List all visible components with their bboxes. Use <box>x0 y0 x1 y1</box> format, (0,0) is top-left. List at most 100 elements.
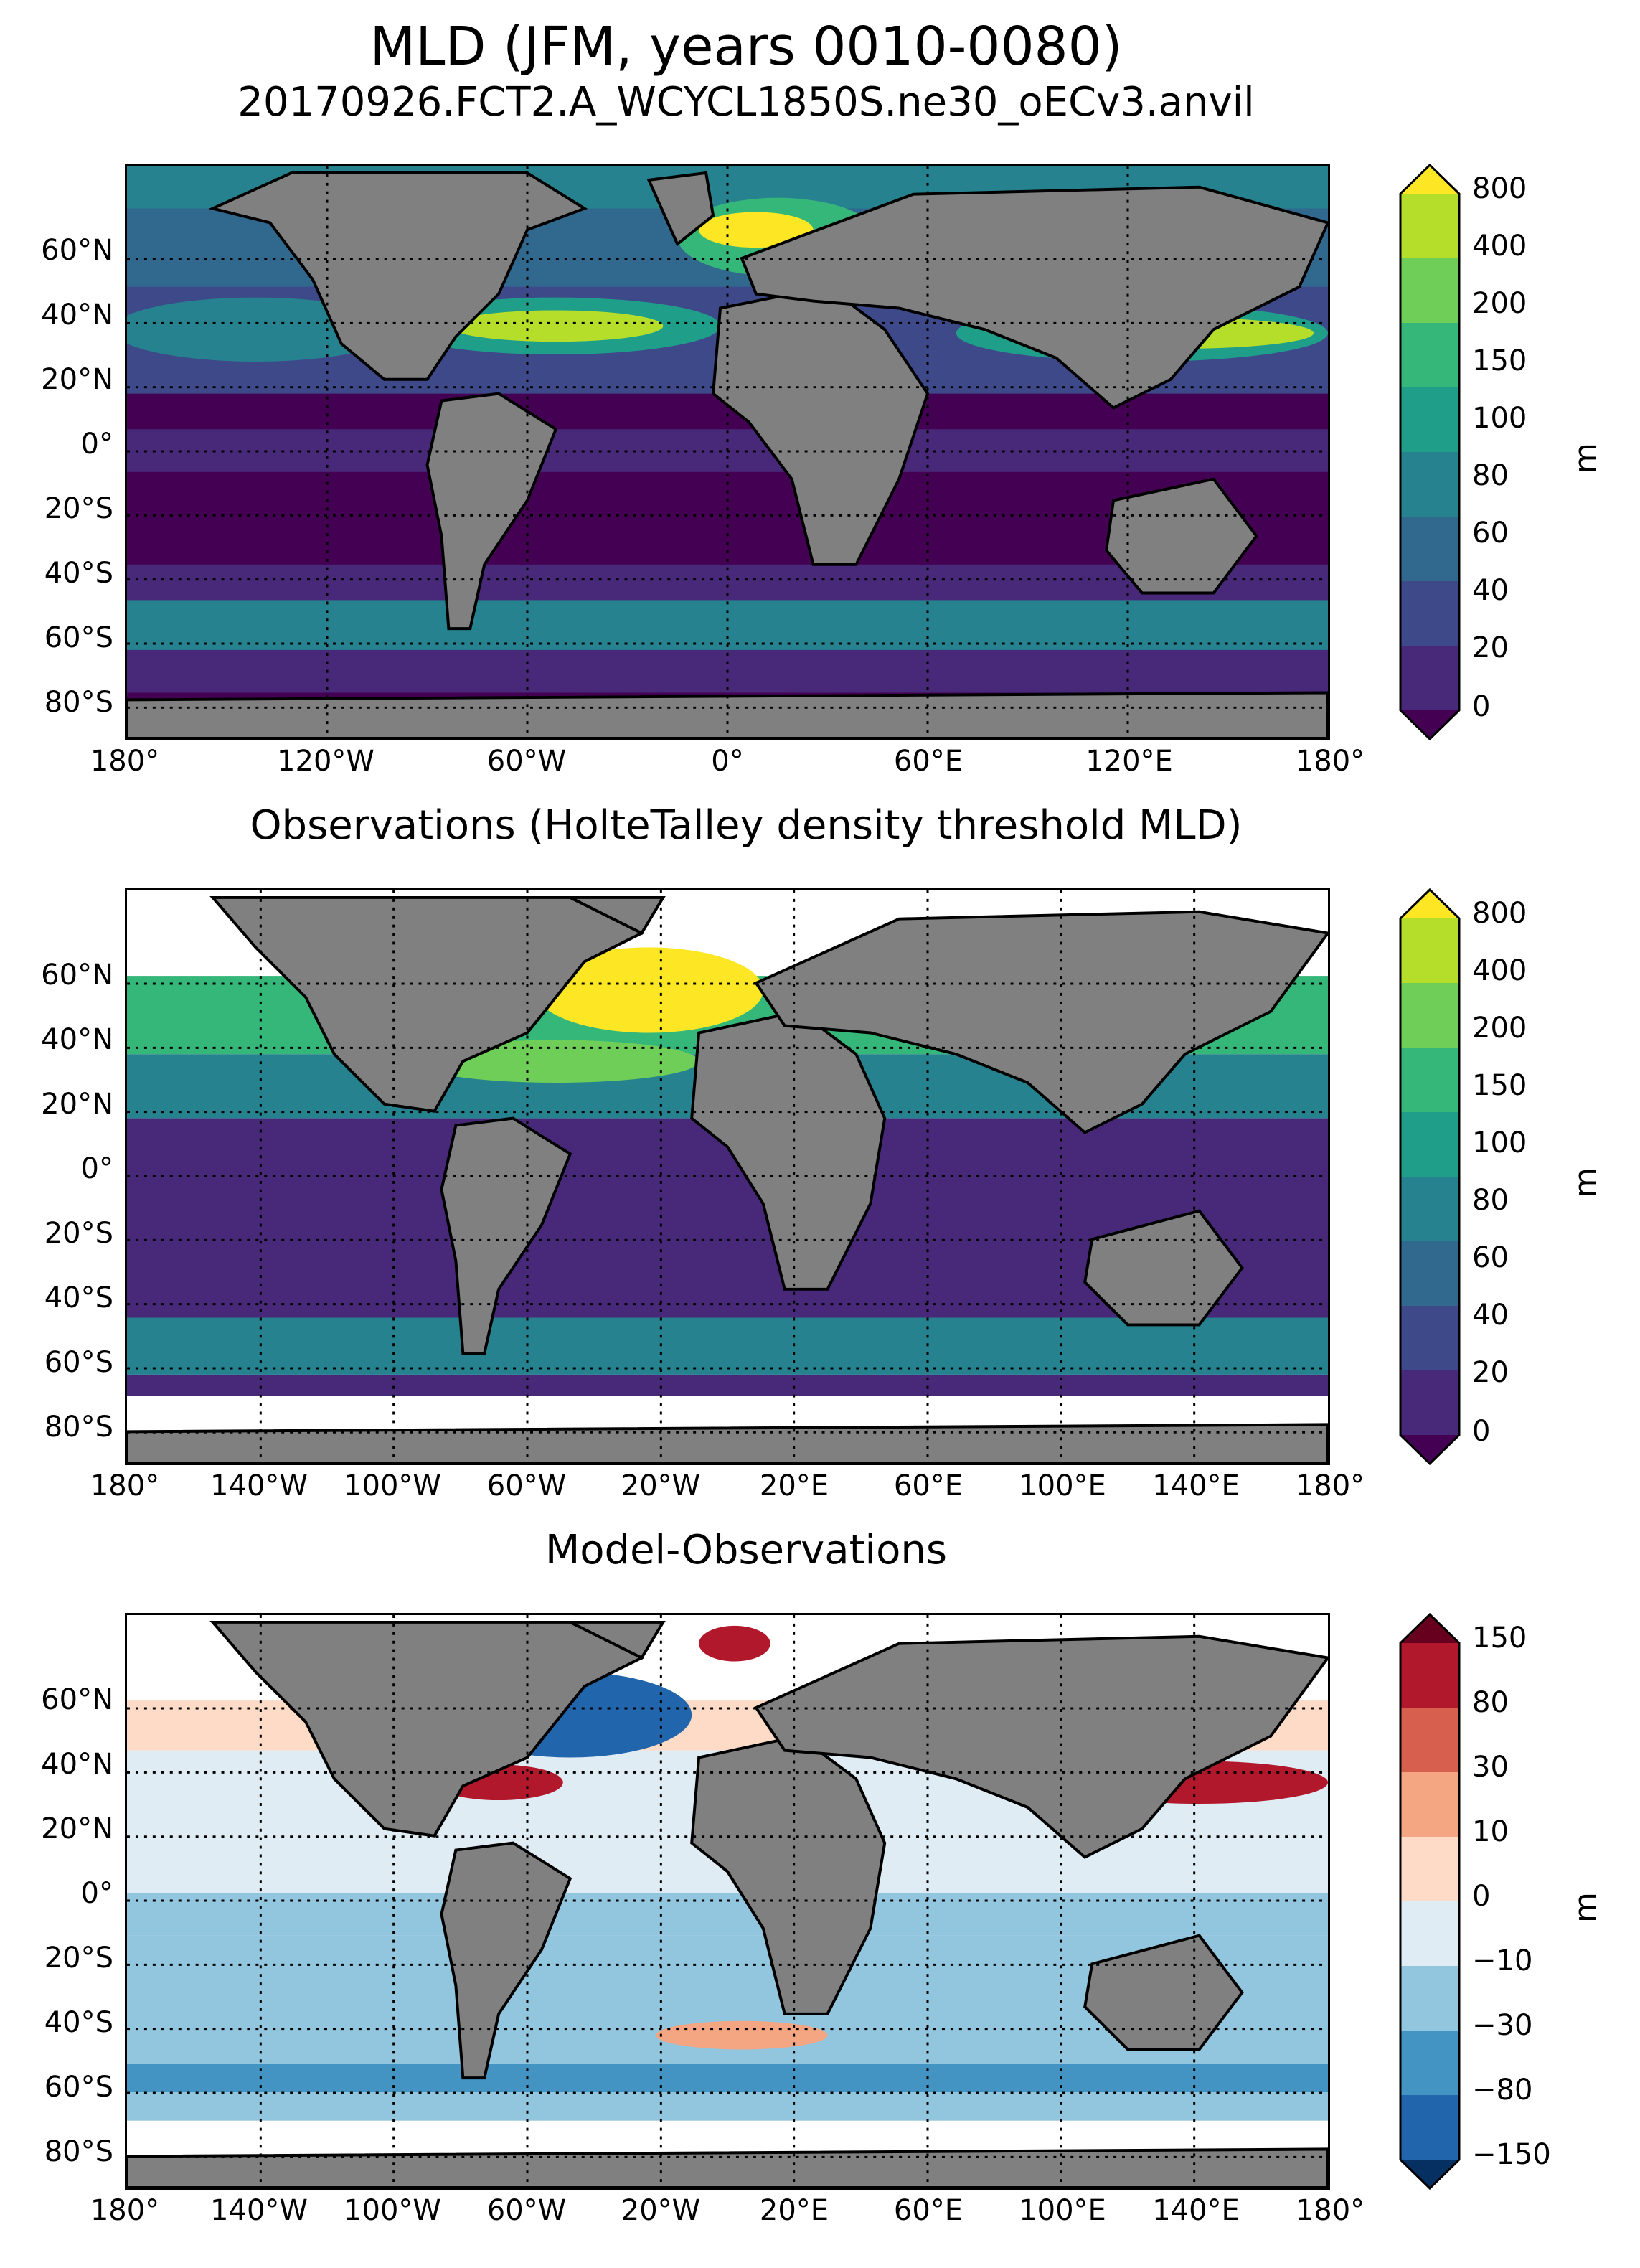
colorbar-segment <box>1400 1708 1459 1773</box>
colorbar-unit: m <box>1568 443 1604 474</box>
colorbar-tick: −10 <box>1472 1944 1533 1977</box>
lon-label: 140°E <box>1152 1469 1240 1502</box>
colorbar-tick: 80 <box>1472 1184 1509 1217</box>
colorbar-outline <box>1399 888 1461 1465</box>
colorbar-tick: 800 <box>1472 172 1527 205</box>
lon-label: 120°E <box>1085 745 1173 778</box>
colorbar-tick: 0 <box>1472 1415 1491 1448</box>
lat-label: 40°N <box>41 1748 113 1781</box>
lat-label: 20°N <box>41 1812 113 1845</box>
lat-label: 40°N <box>41 298 113 331</box>
colorbar-tick: 400 <box>1472 230 1527 263</box>
colorbar-tick: 60 <box>1472 517 1509 550</box>
colorbar-segment <box>1400 1901 1459 1967</box>
panel-title-observations: Observations (HolteTalley density thresh… <box>250 802 1243 849</box>
lat-label: 0° <box>80 1877 113 1910</box>
colorbar-extend-bottom <box>1400 710 1459 739</box>
colorbar-segment <box>1400 581 1459 646</box>
colorbar-outline <box>1399 164 1461 740</box>
lat-label: 20°N <box>41 1088 113 1121</box>
colorbar-tick: 10 <box>1472 1815 1509 1848</box>
colorbar-tick: 200 <box>1472 287 1527 320</box>
lon-label: 140°W <box>210 1469 308 1502</box>
colorbar-extend-top <box>1400 165 1459 194</box>
lon-label: 120°W <box>277 745 374 778</box>
lon-label: 20°W <box>621 2194 701 2227</box>
lon-label: 180° <box>1295 1469 1365 1502</box>
lat-label: 20°S <box>44 1217 113 1250</box>
lon-label: 140°E <box>1152 2194 1240 2227</box>
colorbar-tick: 200 <box>1472 1012 1527 1045</box>
colorbar-segment <box>1400 1370 1459 1436</box>
colorbar-segment <box>1400 1643 1459 1708</box>
colorbar-segment <box>1400 1966 1459 2031</box>
lon-label: 100°E <box>1019 2194 1106 2227</box>
colorbar-segment <box>1400 387 1459 453</box>
lat-label: 60°N <box>41 234 113 267</box>
lat-label: 20°S <box>44 492 113 525</box>
colorbar-segment <box>1400 2031 1459 2096</box>
colorbar-tick: 80 <box>1472 1686 1509 1719</box>
lon-label: 140°W <box>210 2194 308 2227</box>
colorbar-segment <box>1400 1112 1459 1177</box>
colorbar <box>1399 1613 1461 2190</box>
colorbar-extend-bottom <box>1400 2160 1459 2188</box>
colorbar-segment <box>1400 1306 1459 1371</box>
colorbar-tick: 0 <box>1472 1880 1491 1913</box>
colorbar-segment <box>1400 983 1459 1048</box>
lat-label: 20°S <box>44 1942 113 1975</box>
lat-label: 0° <box>80 1152 113 1185</box>
lon-label: 100°W <box>344 1469 441 1502</box>
colorbar-tick: 40 <box>1472 1299 1509 1332</box>
lat-label: 60°N <box>41 1683 113 1716</box>
colorbar-extend-top <box>1400 1614 1459 1643</box>
colorbar-segment <box>1400 646 1459 711</box>
lat-label: 80°S <box>44 2135 113 2168</box>
figure-subtitle: 20170926.FCT2.A_WCYCL1850S.ne30_oECv3.an… <box>237 79 1255 126</box>
colorbar <box>1399 164 1461 740</box>
colorbar-segment <box>1400 1048 1459 1113</box>
colorbar-outline <box>1399 1613 1461 2190</box>
colorbar-segment <box>1400 1177 1459 1242</box>
colorbar-segment <box>1400 323 1459 388</box>
lat-label: 40°S <box>44 1281 113 1314</box>
colorbar-segment <box>1400 452 1459 517</box>
lon-label: 60°W <box>486 2194 567 2227</box>
lon-label: 180° <box>90 745 160 778</box>
lat-label: 20°N <box>41 363 113 396</box>
lon-label: 20°W <box>621 1469 701 1502</box>
lat-label: 0° <box>80 428 113 461</box>
lon-label: 100°E <box>1019 1469 1106 1502</box>
lon-label: 100°W <box>344 2194 441 2227</box>
lon-label: 180° <box>1295 2194 1365 2227</box>
colorbar-tick: 150 <box>1472 1622 1527 1655</box>
colorbar-segment <box>1400 1241 1459 1307</box>
lon-label: 180° <box>90 2194 160 2227</box>
lat-label: 60°S <box>44 1346 113 1379</box>
lon-label: 20°E <box>759 2194 829 2227</box>
colorbar-unit: m <box>1568 1892 1604 1923</box>
lon-label: 0° <box>711 745 744 778</box>
colorbar-segment <box>1400 1837 1459 1902</box>
lon-label: 20°E <box>759 1469 829 1502</box>
colorbar-tick: 20 <box>1472 631 1509 664</box>
model-mld-map <box>125 164 1330 740</box>
figure-title: MLD (JFM, years 0010-0080) <box>369 16 1123 77</box>
colorbar-tick: 40 <box>1472 574 1509 607</box>
lon-label: 60°E <box>893 2194 963 2227</box>
lat-label: 80°S <box>44 686 113 719</box>
colorbar-segment <box>1400 517 1459 582</box>
colorbar-tick: 60 <box>1472 1241 1509 1274</box>
lat-label: 60°S <box>44 2071 113 2104</box>
colorbar-tick: −150 <box>1472 2138 1551 2171</box>
colorbar-extend-bottom <box>1400 1435 1459 1464</box>
colorbar-segment <box>1400 2095 1459 2160</box>
lon-label: 180° <box>1295 745 1365 778</box>
colorbar-segment <box>1400 194 1459 259</box>
colorbar-tick: 800 <box>1472 897 1527 930</box>
colorbar-tick: 30 <box>1472 1751 1509 1784</box>
colorbar-tick: 150 <box>1472 344 1527 377</box>
lon-label: 60°E <box>893 1469 963 1502</box>
colorbar-segment <box>1400 918 1459 984</box>
colorbar-tick: 150 <box>1472 1069 1527 1102</box>
